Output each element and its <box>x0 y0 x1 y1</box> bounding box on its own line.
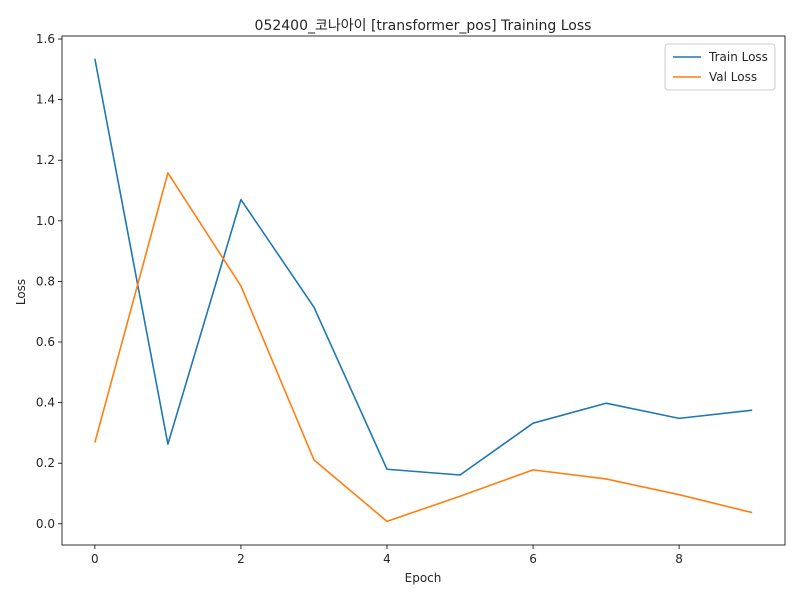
legend-label: Train Loss <box>708 50 768 64</box>
series-lines <box>94 58 753 523</box>
y-tick-label: 0.2 <box>36 456 55 470</box>
y-tick-label: 1.6 <box>36 32 55 46</box>
y-tick-label: 1.4 <box>36 93 55 107</box>
series-line-train-loss <box>94 58 753 476</box>
y-tick-label: 0.4 <box>36 396 55 410</box>
series-line-val-loss <box>94 172 753 523</box>
x-tick-label: 8 <box>675 552 683 566</box>
legend-box <box>664 43 776 91</box>
x-axis-label: Epoch <box>405 571 442 585</box>
x-tick-label: 6 <box>529 552 537 566</box>
x-axis-ticks: 0 2 4 6 8 <box>91 545 683 566</box>
y-tick-label: 1.2 <box>36 153 55 167</box>
y-tick-label: 0.6 <box>36 335 55 349</box>
axes <box>61 35 786 546</box>
chart-title: 052400_코나아이 [transformer_pos] Training L… <box>255 18 592 34</box>
x-tick-label: 0 <box>91 552 99 566</box>
y-tick-label: 0.8 <box>36 274 55 288</box>
legend-label: Val Loss <box>709 70 757 84</box>
y-axis-ticks: 0.0 0.2 0.4 0.6 0.8 1.0 1.2 1.4 1.6 <box>36 32 62 531</box>
y-tick-label: 0.0 <box>36 517 55 531</box>
legend: Train Loss Val Loss <box>664 43 776 91</box>
x-tick-label: 4 <box>383 552 391 566</box>
y-tick-label: 1.0 <box>36 214 55 228</box>
y-axis-label: Loss <box>14 279 28 305</box>
x-tick-label: 2 <box>237 552 245 566</box>
plot-frame <box>61 35 786 546</box>
